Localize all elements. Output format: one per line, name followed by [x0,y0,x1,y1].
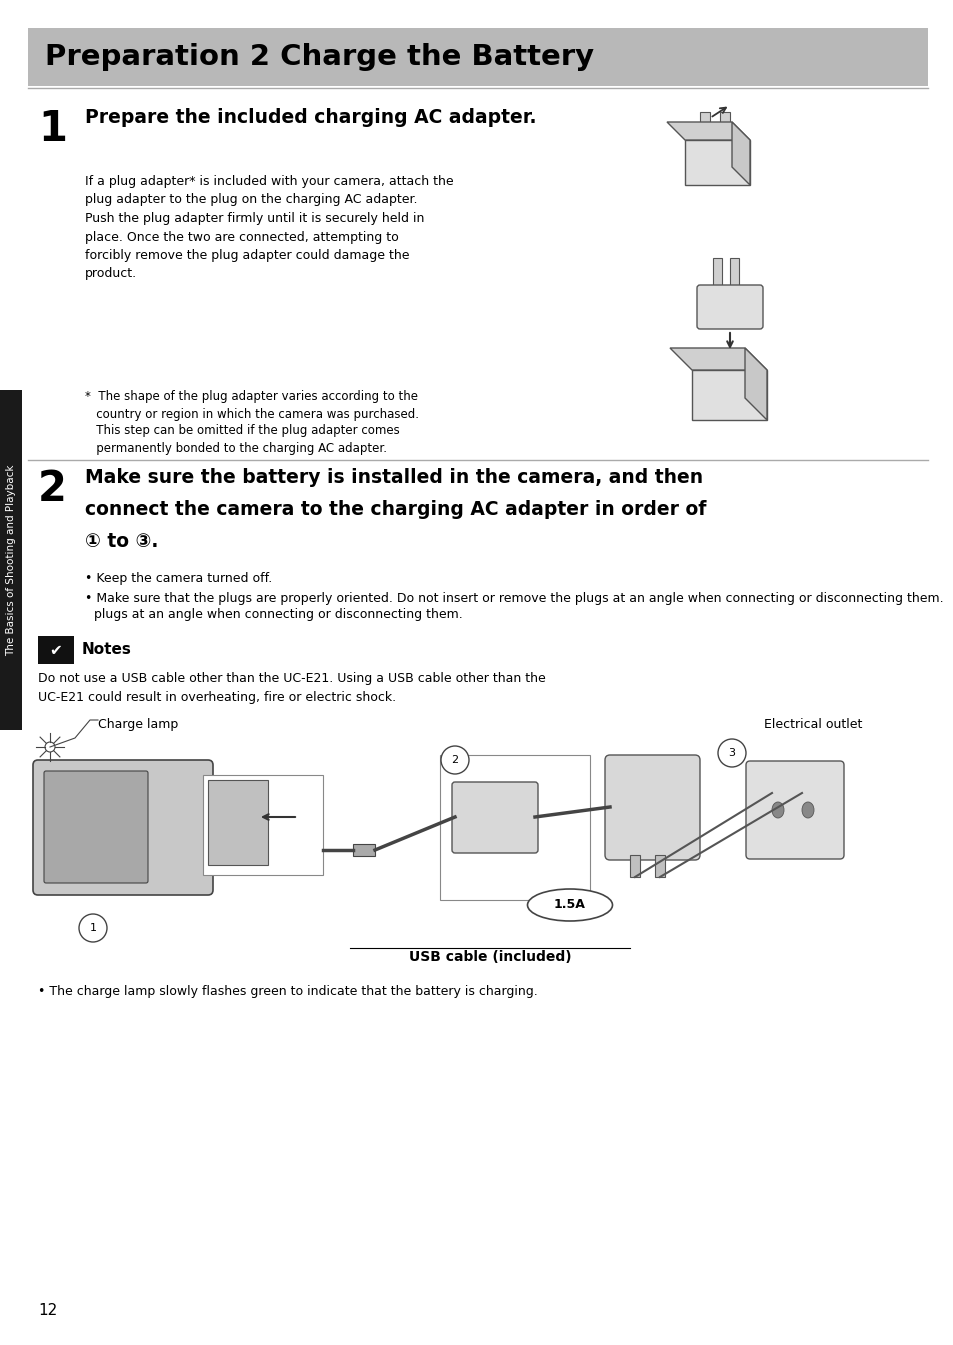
Bar [38,636,74,664]
Text: 1.5A: 1.5A [554,898,585,912]
Text: • Keep the camera turned off.: • Keep the camera turned off. [85,572,272,585]
Text: Preparation 2 Charge the Battery: Preparation 2 Charge the Battery [45,43,594,71]
Text: • The charge lamp slowly flashes green to indicate that the battery is charging.: • The charge lamp slowly flashes green t… [38,985,537,998]
Text: connect the camera to the charging AC adapter in order of: connect the camera to the charging AC ad… [85,500,705,519]
FancyBboxPatch shape [33,760,213,894]
Text: ✔: ✔ [50,643,62,658]
Bar [700,112,709,140]
Text: This step can be omitted if the plug adapter comes
   permanently bonded to the : This step can be omitted if the plug ada… [85,424,399,455]
Text: Make sure the battery is installed in the camera, and then: Make sure the battery is installed in th… [85,468,702,487]
Ellipse shape [527,889,612,921]
Ellipse shape [801,802,813,818]
Bar [655,855,664,877]
Polygon shape [744,348,766,420]
Ellipse shape [771,802,783,818]
Text: Charge lamp: Charge lamp [98,718,178,730]
Bar [439,755,589,900]
FancyBboxPatch shape [44,771,148,884]
Text: USB cable (included): USB cable (included) [408,950,571,964]
Bar [208,780,268,865]
Polygon shape [669,348,766,370]
Circle shape [45,742,55,752]
Polygon shape [731,122,749,186]
Bar [629,855,639,877]
Text: • Make sure that the plugs are properly oriented. Do not insert or remove the pl: • Make sure that the plugs are properly … [85,592,943,605]
Text: Do not use a USB cable other than the UC-E21. Using a USB cable other than the
U: Do not use a USB cable other than the UC… [38,672,545,703]
Polygon shape [666,122,749,140]
Bar [353,845,375,855]
Bar [720,112,729,140]
Text: *  The shape of the plug adapter varies according to the
   country or region in: * The shape of the plug adapter varies a… [85,390,418,421]
Bar [712,258,721,288]
Bar [203,775,323,876]
Polygon shape [684,140,749,186]
Text: 3: 3 [728,748,735,759]
Circle shape [718,738,745,767]
Polygon shape [691,370,766,420]
Text: ① to ③.: ① to ③. [85,533,158,551]
Text: Prepare the included charging AC adapter.: Prepare the included charging AC adapter… [85,108,536,126]
Text: 1: 1 [38,108,67,151]
FancyBboxPatch shape [745,761,843,859]
FancyBboxPatch shape [697,285,762,330]
FancyBboxPatch shape [452,781,537,853]
Text: plugs at an angle when connecting or disconnecting them.: plugs at an angle when connecting or dis… [94,608,462,621]
FancyBboxPatch shape [604,755,700,859]
Circle shape [440,746,469,773]
Text: Notes: Notes [82,643,132,658]
Bar [28,28,927,86]
Text: 1: 1 [90,923,96,933]
Text: 2: 2 [38,468,67,510]
Text: The Basics of Shooting and Playback: The Basics of Shooting and Playback [6,464,16,656]
Text: Electrical outlet: Electrical outlet [762,718,862,730]
Bar [729,258,739,288]
Circle shape [79,915,107,941]
Text: 2: 2 [451,755,458,765]
Text: If a plug adapter* is included with your camera, attach the
plug adapter to the : If a plug adapter* is included with your… [85,175,453,281]
Text: 12: 12 [38,1303,57,1318]
Bar [0,390,22,730]
